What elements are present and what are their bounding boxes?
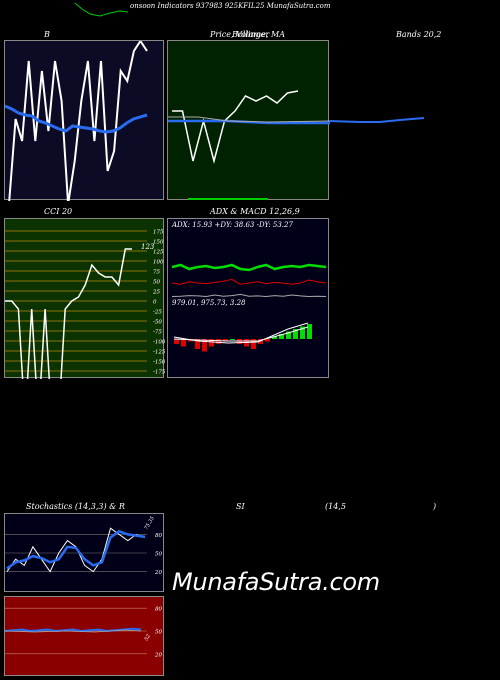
cci-panel: 175 150 125 100 75 50 25 0 -25 -50 -75 -100 -125 -150… [4, 218, 165, 379]
cci-line [5, 248, 132, 379]
macd-bar [307, 324, 312, 339]
macd-signal-line [173, 326, 309, 342]
rsi-panel: 80 50 20 52 [4, 596, 164, 676]
cci-tick-label: 50 [153, 280, 160, 286]
price-chart [168, 90, 330, 200]
cci-chart: 175 150 125 100 75 50 25 0 -25 -50 -75 -100 -125 -150… [5, 230, 165, 379]
macd-bar [216, 339, 221, 344]
plus-dy-line [171, 278, 327, 285]
rsi-tick-label: 80 [155, 607, 162, 613]
cci-tick-label: -75 [153, 330, 162, 336]
cci-last-label: 123 [141, 243, 155, 251]
stoch-d-line [6, 529, 146, 570]
macd-bar [279, 334, 284, 339]
macd-bar [223, 339, 228, 342]
cci-tick-label: -100 [153, 340, 165, 346]
macd-bar [272, 336, 277, 339]
bollinger-panel [4, 40, 164, 201]
stoch-tick-label: 50 [155, 552, 162, 558]
label-bands: Bands 20,2 [396, 30, 442, 39]
cci-tick-label: 75 [153, 270, 160, 276]
cci-tick-label: -50 [153, 320, 162, 326]
bollinger-chart [5, 41, 148, 201]
rsi-ma-line [5, 629, 142, 633]
macd-bar [286, 331, 291, 339]
adx-macd-chart [171, 263, 327, 352]
rsi-chart: 80 50 20 52 [5, 607, 162, 658]
price-line [172, 90, 299, 164]
header-title: onsoon Indicators 937983 925KFIL25 Munaf… [130, 2, 331, 10]
macd-bar [181, 339, 186, 347]
label-paren: ) [433, 502, 437, 511]
rsi-tick-label: 20 [154, 652, 162, 658]
macd-bar [209, 339, 214, 347]
macd-bar [265, 339, 270, 342]
label-stoch-rsi: Stochastics (14,3,3) & R [26, 502, 125, 511]
minus-dy-line [171, 293, 327, 298]
cci-tick-label: 25 [152, 290, 160, 296]
macd-bar [251, 339, 256, 349]
label-adx-macd: ADX & MACD 12,26,9 [210, 207, 300, 216]
macd-values: 979.01, 975.73, 3.28 [172, 299, 246, 307]
watermark: MunafaSutra.com [172, 568, 380, 596]
cci-tick-label: -25 [153, 310, 162, 316]
macd-bar [202, 339, 207, 352]
cci-tick-label: 175 [153, 230, 164, 236]
cci-tick-label: 150 [153, 240, 164, 246]
macd-bar [293, 329, 298, 339]
rsi-line [5, 627, 142, 633]
label-si: SI [236, 502, 245, 511]
adx-macd-panel: ADX: 15.93 +DY: 38.63 -DY: 53.27 979.01,… [167, 218, 329, 378]
price-panel [167, 40, 330, 200]
price-band-line [168, 116, 330, 123]
label-price-volume: Price, Volume, MA [210, 30, 286, 39]
stoch-tick-label: 80 [155, 533, 162, 539]
macd-bar [258, 339, 263, 344]
stochastics-chart: 80 50 20 75.35 [5, 516, 162, 576]
cci-tick-label: 100 [153, 260, 164, 266]
macd-bar [300, 326, 305, 339]
stoch-last-label: 75.35 [144, 516, 156, 531]
adx-line [171, 263, 327, 272]
macd-bar [195, 339, 200, 349]
label-cci: CCI 20 [44, 207, 73, 216]
label-b: B [44, 30, 50, 39]
label-bollinger: Bollinger [232, 30, 270, 39]
adx-values: ADX: 15.93 +DY: 38.63 -DY: 53.27 [172, 221, 293, 229]
cci-tick-label: -150 [153, 360, 165, 366]
cci-tick-label: 0 [153, 300, 157, 306]
rsi-tick-label: 50 [155, 630, 162, 636]
cci-tick-label: -175 [153, 370, 165, 376]
label-rsi-period: (14,5 [325, 502, 346, 511]
rsi-last-label: 52 [144, 633, 152, 642]
stochastics-panel: 80 50 20 75.35 [4, 513, 164, 592]
stoch-tick-label: 20 [154, 570, 162, 576]
header-mini-line [74, 2, 129, 17]
price-ma-line [168, 119, 330, 125]
bollinger-price-line [8, 41, 148, 201]
bollinger-ma-line [5, 104, 148, 134]
cci-tick-label: -125 [153, 350, 165, 356]
macd-bar [230, 339, 235, 340]
cci-tick-label: 125 [153, 250, 164, 256]
macd-bar [174, 339, 179, 344]
